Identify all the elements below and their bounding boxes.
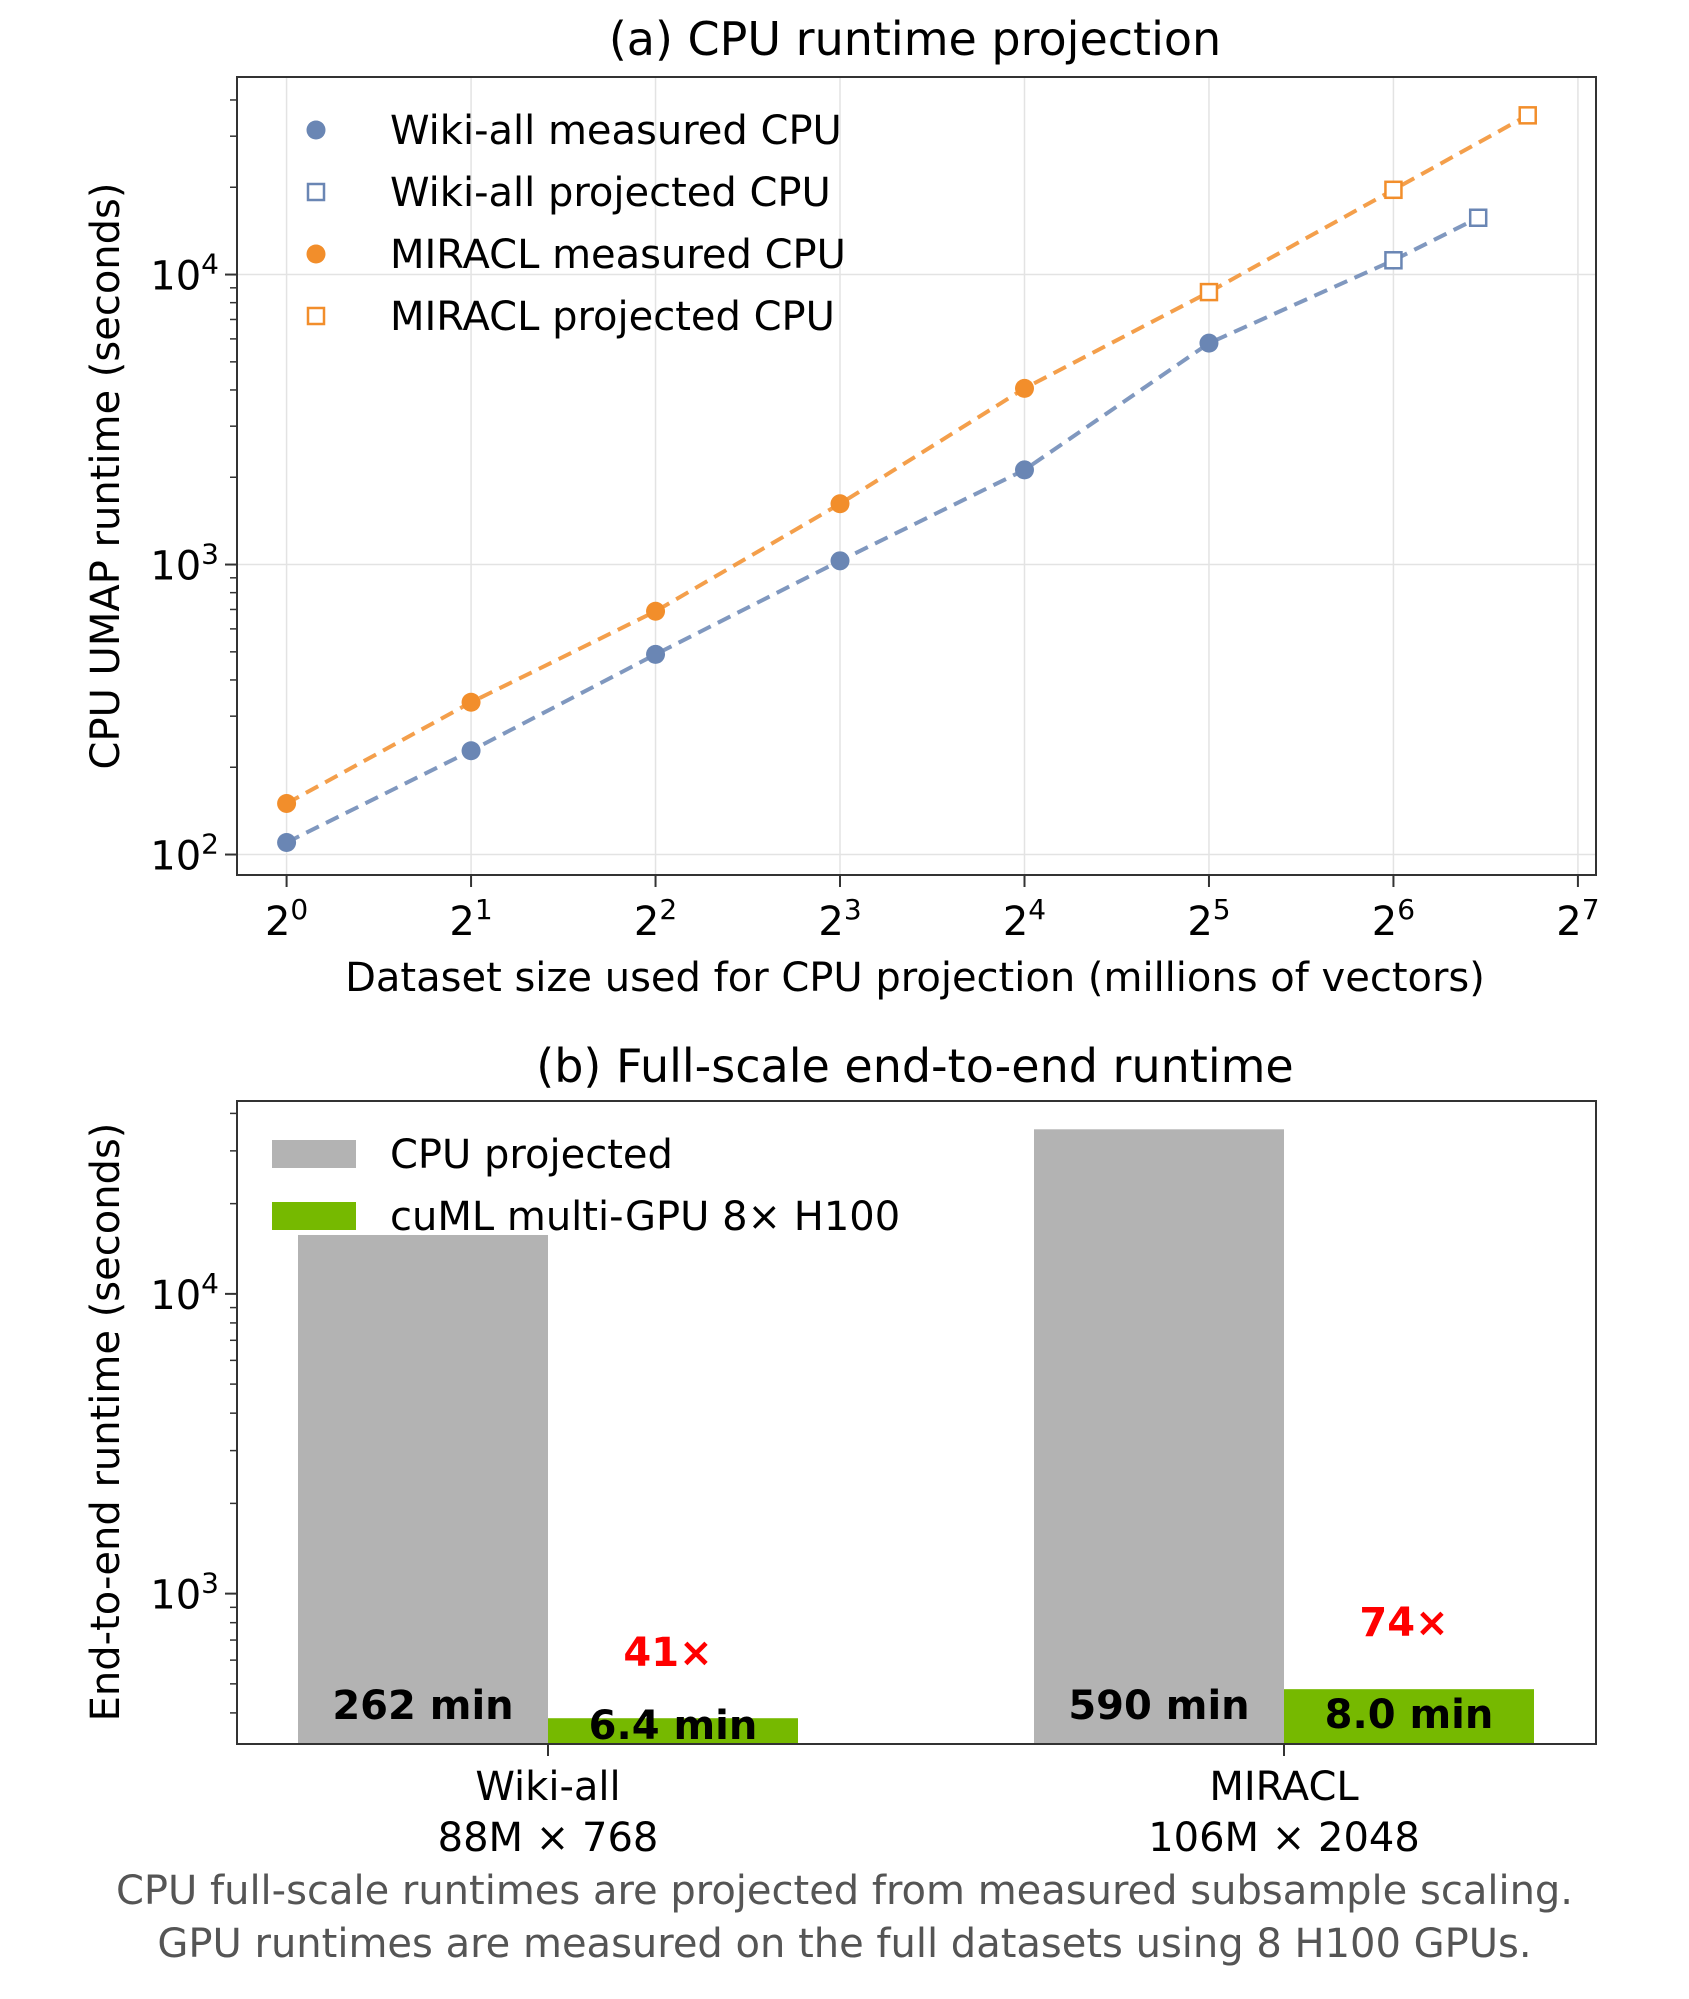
panel-b-x-ticks: Wiki-all 88M × 768 MIRACL 106M × 2048: [438, 1744, 1420, 1861]
panel-a-line-chart: (a) CPU runtime projection 20 21 22 23 24 25 2…: [83, 12, 1600, 1001]
bar-cpu-wiki-all: [298, 1234, 548, 1744]
legend-marker: [306, 244, 326, 264]
data-point: [461, 741, 481, 761]
x-tick-label-0: 20: [265, 893, 308, 945]
data-point: [830, 494, 850, 514]
legend-marker: [306, 120, 326, 140]
bar-label-cpu: 590 min: [1068, 1683, 1249, 1729]
data-point: [1199, 333, 1219, 353]
bar-label-gpu: 6.4 min: [589, 1703, 758, 1749]
panel-b-bar-chart: (b) Full-scale end-to-end runtime 262 mi…: [83, 1039, 1597, 1861]
category-dims: 106M × 2048: [1148, 1815, 1420, 1861]
category-dims: 88M × 768: [438, 1815, 659, 1861]
panel-b-legend: CPU projected cuML multi-GPU 8× H100: [272, 1132, 900, 1240]
trend-line-miracl: [285, 113, 1529, 806]
bar-label-gpu: 8.0 min: [1325, 1692, 1494, 1738]
x-tick-label-4: 24: [1003, 893, 1046, 945]
panel-a-legend: Wiki-all measured CPU Wiki-all projected …: [306, 108, 846, 340]
y-tick-label-2: 104: [150, 248, 219, 300]
legend-swatch: [272, 1140, 356, 1168]
panel-a-trend-lines: [285, 113, 1529, 845]
trend-line-wiki-all: [285, 215, 1480, 845]
legend-label: MIRACL projected CPU: [390, 294, 835, 340]
panel-b-title: (b) Full-scale end-to-end runtime: [536, 1039, 1293, 1093]
panel-a-markers: [277, 106, 1537, 853]
panel-a-plot-frame: [236, 76, 1597, 876]
panel-a-x-ticks: 20 21 22 23 24 25 26 27: [265, 875, 1600, 945]
data-point: [1468, 208, 1488, 227]
x-tick-label-3: 23: [818, 893, 861, 945]
data-point: [646, 644, 666, 664]
data-point: [1518, 106, 1537, 125]
data-point: [1199, 282, 1219, 302]
legend-label: Wiki-all measured CPU: [390, 108, 842, 154]
x-tick-label-6: 26: [1372, 893, 1415, 945]
speedup-label: 41×: [623, 1630, 712, 1676]
legend-swatch: [272, 1202, 356, 1230]
data-point: [277, 833, 297, 853]
panel-a-x-axis-label: Dataset size used for CPU projection (mi…: [345, 955, 1485, 1001]
panel-b-plot-frame: [236, 1100, 1597, 1745]
panel-a-y-ticks: 102 103 104: [150, 99, 237, 880]
data-point: [830, 551, 850, 571]
speedup-label: 74×: [1359, 1600, 1448, 1646]
panel-a-y-axis-label: CPU UMAP runtime (seconds): [83, 183, 129, 770]
panel-b-bars: [298, 1129, 1534, 1744]
legend-marker: [306, 182, 326, 202]
panel-a-title: (a) CPU runtime projection: [609, 12, 1221, 66]
data-point: [646, 601, 666, 621]
bar-gpu-wiki-all: [548, 1718, 798, 1744]
legend-label: CPU projected: [390, 1132, 673, 1178]
data-point: [1014, 378, 1034, 398]
legend-marker: [306, 306, 326, 326]
panel-b-y-axis-label: End-to-end runtime (seconds): [83, 1123, 129, 1722]
x-tick-label-5: 25: [1187, 893, 1230, 945]
bar-cpu-miracl: [1034, 1129, 1284, 1744]
legend-label: Wiki-all projected CPU: [390, 170, 831, 216]
bar-gpu-miracl: [1284, 1689, 1534, 1744]
x-tick-label-7: 27: [1556, 893, 1599, 945]
data-point: [1384, 180, 1403, 200]
category-name: MIRACL: [1209, 1764, 1359, 1810]
panel-b-y-ticks: 103 104: [150, 1112, 237, 1714]
data-point: [1384, 251, 1403, 270]
y-tick-label-0: 102: [150, 828, 219, 880]
data-point: [461, 692, 481, 712]
y-tick-label-1: 104: [150, 1267, 219, 1319]
legend-label: cuML multi-GPU 8× H100: [390, 1194, 900, 1240]
x-tick-label-1: 21: [449, 893, 492, 945]
bar-label-cpu: 262 min: [332, 1683, 513, 1729]
data-point: [1014, 460, 1034, 480]
category-name: Wiki-all: [475, 1764, 620, 1810]
legend-label: MIRACL measured CPU: [390, 232, 846, 278]
y-tick-label-1: 103: [150, 538, 219, 590]
caption-line-2: GPU runtimes are measured on the full da…: [157, 1921, 1532, 1967]
data-point: [277, 793, 297, 813]
y-tick-label-0: 103: [150, 1567, 219, 1619]
x-tick-label-2: 22: [634, 893, 677, 945]
caption-line-1: CPU full-scale runtimes are projected fr…: [115, 1868, 1574, 1914]
panel-b-bar-labels: 262 min 6.4 min 41× 590 min 8.0 min 74×: [332, 1600, 1493, 1749]
